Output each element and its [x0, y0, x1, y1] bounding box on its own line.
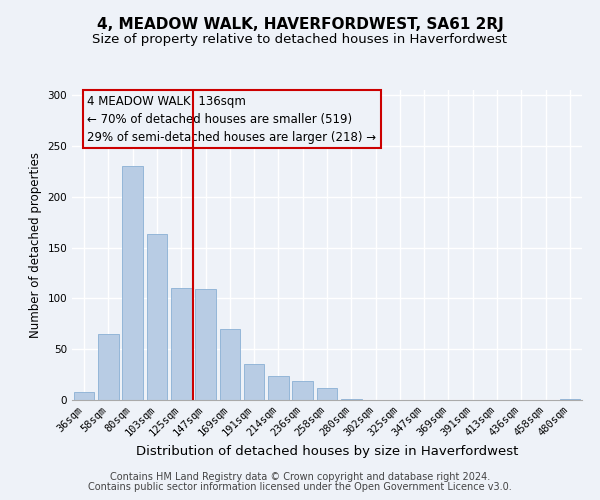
Bar	[122, 166, 143, 400]
Bar	[220, 329, 240, 400]
Bar	[317, 388, 337, 400]
Text: Contains public sector information licensed under the Open Government Licence v3: Contains public sector information licen…	[88, 482, 512, 492]
Bar	[171, 288, 191, 400]
Y-axis label: Number of detached properties: Number of detached properties	[29, 152, 42, 338]
Bar	[74, 392, 94, 400]
Bar	[341, 399, 362, 400]
Bar	[560, 399, 580, 400]
Bar	[195, 289, 216, 400]
Text: Contains HM Land Registry data © Crown copyright and database right 2024.: Contains HM Land Registry data © Crown c…	[110, 472, 490, 482]
Bar	[292, 380, 313, 400]
Bar	[146, 234, 167, 400]
Bar	[98, 334, 119, 400]
Text: 4, MEADOW WALK, HAVERFORDWEST, SA61 2RJ: 4, MEADOW WALK, HAVERFORDWEST, SA61 2RJ	[97, 18, 503, 32]
Bar	[268, 376, 289, 400]
X-axis label: Distribution of detached houses by size in Haverfordwest: Distribution of detached houses by size …	[136, 446, 518, 458]
Bar	[244, 364, 265, 400]
Text: Size of property relative to detached houses in Haverfordwest: Size of property relative to detached ho…	[92, 32, 508, 46]
Text: 4 MEADOW WALK: 136sqm
← 70% of detached houses are smaller (519)
29% of semi-det: 4 MEADOW WALK: 136sqm ← 70% of detached …	[88, 94, 376, 144]
